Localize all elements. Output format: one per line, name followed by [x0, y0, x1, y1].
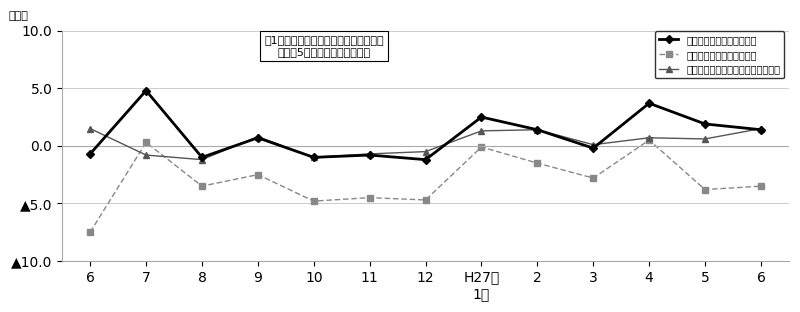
- Legend: 名目賃金（現金給与総額）, 実質賃金（現金給与総額）, 名目賃金（きまって支給する給与）: 名目賃金（現金給与総額）, 実質賃金（現金給与総額）, 名目賃金（きまって支給す…: [655, 31, 784, 79]
- Text: （％）: （％）: [9, 12, 29, 22]
- Text: 囱1　賃金指数の推移（対前年同月比）
－規横5人以上－　調査産業計: 囱1 賃金指数の推移（対前年同月比） －規横5人以上－ 調査産業計: [264, 35, 384, 57]
